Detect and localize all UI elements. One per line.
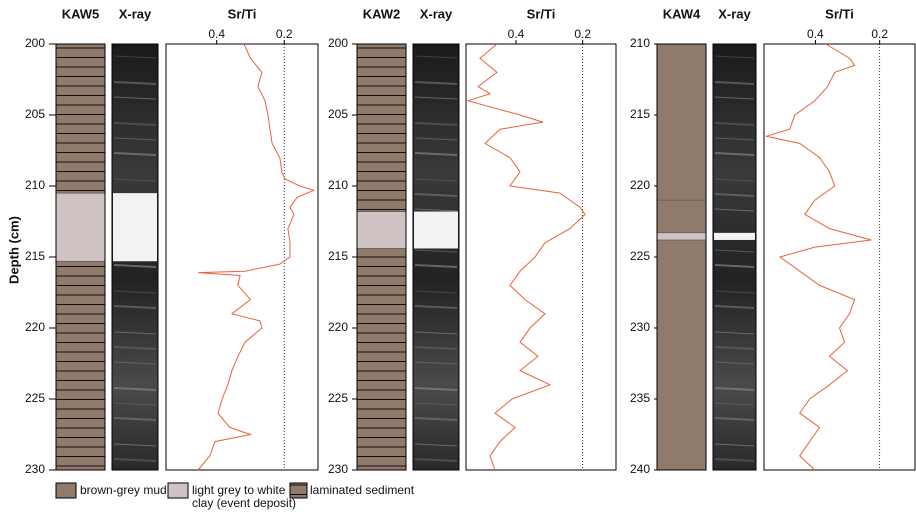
lithology-interval: [56, 193, 105, 261]
xray-title: X-ray: [718, 6, 751, 21]
xray-image: [713, 44, 756, 470]
plot-frame: [764, 44, 915, 470]
y-tick-label: 220: [25, 320, 45, 334]
lithology-interval: [657, 44, 706, 200]
y-tick-label: 215: [328, 249, 348, 263]
y-tick-label: 225: [630, 249, 650, 263]
x-tick-label: 0.2: [574, 27, 591, 41]
lithology-interval: [56, 44, 105, 193]
y-tick-label: 230: [25, 462, 45, 476]
lithology-interval: [56, 261, 105, 470]
y-tick-label: 230: [630, 320, 650, 334]
sr-ti-line: [468, 44, 585, 470]
legend-swatch: [56, 483, 76, 498]
y-tick-label: 200: [328, 36, 348, 50]
figure: Depth (cm) KAW5 X-ray Sr/Ti 200 205 210 215 220…: [0, 0, 916, 512]
x-tick-label: 0.4: [508, 27, 525, 41]
y-tick-label: 220: [328, 320, 348, 334]
depth-axis-label: Depth (cm): [6, 216, 21, 284]
y-tick-label: 225: [25, 391, 45, 405]
y-tick-label: 210: [25, 178, 45, 192]
core-title: KAW5: [62, 6, 100, 21]
legend-label: brown-grey mud: [80, 483, 167, 497]
x-tick-label: 0.2: [871, 27, 888, 41]
value-title: Sr/Ti: [527, 6, 556, 21]
legend-swatch: [168, 483, 188, 498]
sr-ti-line: [766, 44, 871, 470]
y-tick-label: 235: [630, 391, 650, 405]
y-tick-label: 200: [25, 36, 45, 50]
y-tick-label: 215: [630, 107, 650, 121]
legend-label: clay (event deposit): [192, 496, 296, 510]
lithology-interval: [657, 233, 706, 240]
y-tick-label: 205: [25, 107, 45, 121]
value-title: Sr/Ti: [228, 6, 257, 21]
sr-ti-line: [198, 44, 314, 470]
value-title: Sr/Ti: [825, 6, 854, 21]
xray-title: X-ray: [119, 6, 152, 21]
lithology-interval: [357, 212, 406, 249]
y-tick-label: 215: [25, 249, 45, 263]
y-tick-label: 210: [630, 36, 650, 50]
lithology-interval: [357, 248, 406, 470]
plot-frame: [166, 44, 318, 470]
xray-bright-layer: [714, 233, 755, 240]
xray-image: [413, 44, 459, 470]
xray-title: X-ray: [420, 6, 453, 21]
lithology-interval: [657, 240, 706, 470]
legend-swatch: [290, 483, 307, 498]
y-tick-label: 210: [328, 178, 348, 192]
legend-label: laminated sediment: [310, 483, 415, 497]
core-title: KAW4: [663, 6, 701, 21]
plot-frame: [466, 44, 616, 470]
x-tick-label: 0.4: [208, 27, 225, 41]
lithology-interval: [657, 200, 706, 233]
y-tick-label: 230: [328, 462, 348, 476]
xray-bright-layer: [414, 212, 458, 249]
legend-label: light grey to white: [192, 483, 286, 497]
xray-bright-layer: [113, 193, 157, 261]
y-tick-label: 240: [630, 462, 650, 476]
lithology-interval: [357, 44, 406, 212]
x-tick-label: 0.2: [276, 27, 293, 41]
x-tick-label: 0.4: [807, 27, 824, 41]
core-title: KAW2: [363, 6, 401, 21]
y-tick-label: 225: [328, 391, 348, 405]
y-tick-label: 205: [328, 107, 348, 121]
y-tick-label: 220: [630, 178, 650, 192]
